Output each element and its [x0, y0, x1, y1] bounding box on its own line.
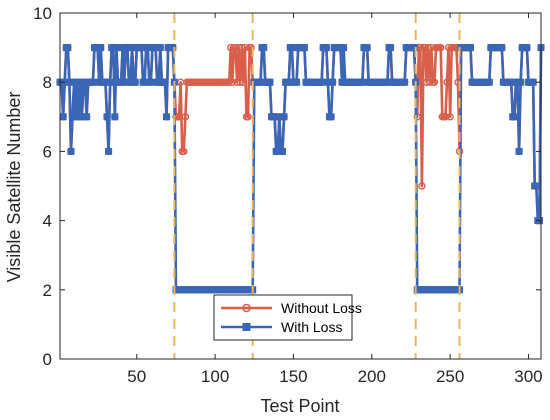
point-with-loss-143	[280, 113, 288, 121]
y-axis-label: Visible Satellite Number	[4, 92, 24, 283]
point-with-loss-130	[260, 44, 268, 52]
x-tick-label-0: 50	[127, 367, 146, 386]
point-without-loss-79	[180, 147, 188, 156]
legend-box	[213, 294, 353, 341]
plot-layer	[56, 13, 545, 359]
point-with-loss-5	[64, 44, 72, 52]
y-tick-label-0: 0	[43, 350, 52, 369]
point-with-loss-304	[532, 182, 540, 190]
point-with-loss-58	[147, 78, 155, 86]
point-with-loss-294	[517, 78, 525, 86]
x-tick-label-2: 150	[279, 367, 307, 386]
point-with-loss-2	[59, 113, 67, 121]
point-with-loss-30	[103, 113, 111, 121]
legend-with-loss-marker	[242, 323, 251, 331]
point-with-loss-134	[266, 78, 274, 86]
point-without-loss-117	[239, 78, 248, 86]
point-with-loss-36	[112, 44, 120, 52]
plot-frame	[59, 12, 542, 360]
point-with-loss-174	[329, 78, 337, 86]
x-tick-label-3: 200	[358, 367, 386, 386]
point-without-loss-110	[228, 78, 237, 86]
point-with-loss-151	[293, 78, 301, 86]
point-with-loss-26	[97, 44, 105, 52]
point-with-loss-17	[83, 113, 91, 121]
x-tick-label-5: 300	[514, 367, 542, 386]
point-with-loss-31	[105, 147, 113, 155]
x-tick-label-4: 250	[436, 367, 464, 386]
point-without-loss-122	[247, 43, 255, 52]
point-with-loss-148	[288, 44, 296, 52]
point-without-loss-80	[181, 113, 190, 121]
point-with-loss-72	[169, 44, 177, 52]
point-without-loss-120	[244, 113, 252, 121]
point-with-loss-173	[327, 113, 335, 121]
point-without-loss-235	[424, 43, 432, 52]
point-without-loss-243	[437, 43, 445, 52]
point-with-loss-67	[161, 78, 169, 86]
point-without-loss-231	[418, 182, 426, 190]
point-with-loss-226	[410, 44, 418, 52]
point-with-loss-196	[363, 44, 371, 52]
y-tick-label-5: 10	[33, 4, 52, 23]
point-with-loss-293	[515, 147, 523, 155]
x-axis-label: Test Point	[260, 396, 339, 416]
point-without-loss-108	[225, 78, 233, 86]
point-with-loss-48	[131, 78, 139, 86]
point-with-loss-211	[387, 44, 395, 52]
point-with-loss-181	[340, 44, 348, 52]
point-with-loss-290	[510, 113, 518, 121]
point-with-loss-64	[156, 44, 164, 52]
legend-without-loss-label: Without Loss	[281, 300, 362, 316]
y-tick-label-3: 6	[43, 142, 52, 161]
point-without-loss-116	[238, 43, 246, 52]
point-with-loss-167	[318, 78, 326, 86]
point-without-loss-115	[236, 78, 244, 86]
point-without-loss-247	[443, 78, 451, 86]
point-with-loss-298	[523, 44, 531, 52]
point-without-loss-246	[441, 113, 450, 121]
point-with-loss-32	[106, 78, 114, 86]
point-with-loss-7	[67, 147, 75, 155]
point-without-loss-236	[426, 78, 434, 86]
point-with-loss-274	[485, 78, 493, 86]
y-tick-label-1: 2	[43, 281, 52, 300]
point-with-loss-68	[163, 113, 171, 121]
y-tick-label-4: 8	[43, 73, 52, 92]
point-with-loss-282	[498, 44, 506, 52]
legend-with-loss-label: With Loss	[281, 319, 342, 335]
point-with-loss-193	[358, 78, 366, 86]
axis-layer: 50 100 150 200 250 300 0 2 4 6 8 10	[33, 4, 543, 386]
point-with-loss-35	[111, 113, 119, 121]
point-with-loss-156	[300, 44, 308, 52]
x-tick-label-1: 100	[201, 367, 229, 386]
point-with-loss-170	[322, 44, 330, 52]
y-tick-label-2: 4	[43, 212, 52, 231]
point-with-loss-21	[89, 78, 97, 86]
point-without-loss-249	[446, 113, 454, 121]
point-with-loss-262	[466, 44, 474, 52]
legend-without-loss-marker	[242, 303, 251, 313]
point-without-loss-239	[430, 78, 439, 86]
point-without-loss-109	[227, 43, 235, 52]
point-with-loss-142	[278, 147, 286, 155]
legend: Without Loss With Loss	[213, 294, 362, 341]
point-with-loss-220	[401, 78, 409, 86]
point-with-loss-302	[529, 78, 537, 86]
